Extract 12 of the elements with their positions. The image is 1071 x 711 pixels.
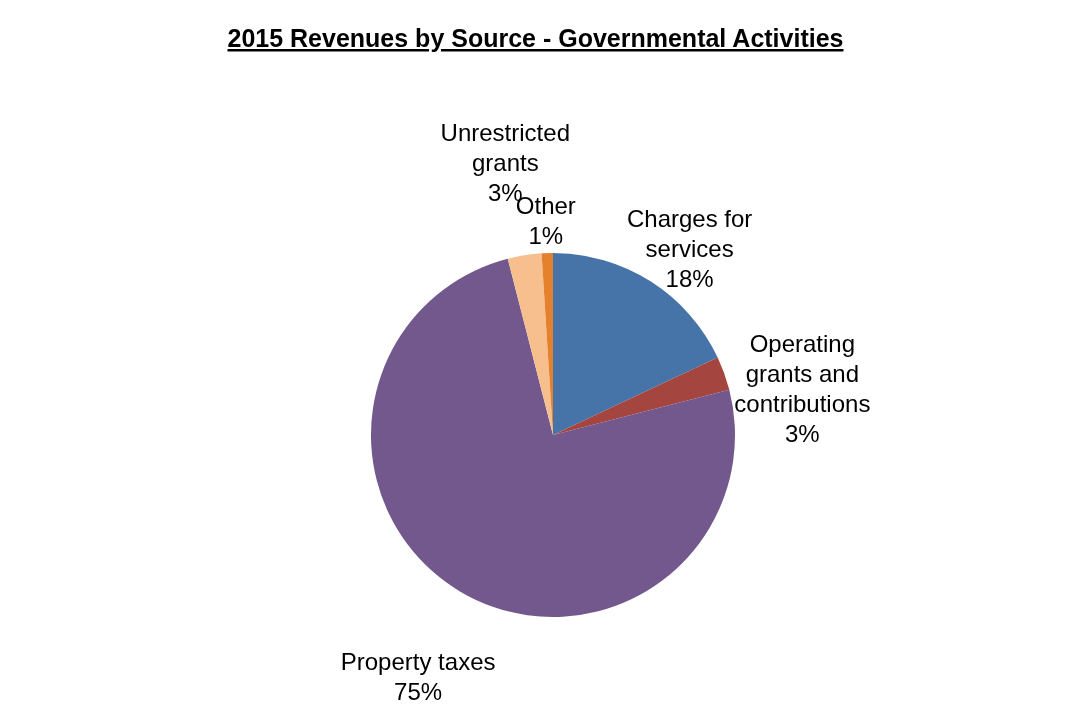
- slice-label: Property taxes: [340, 648, 496, 676]
- pie-slice: [507, 253, 553, 435]
- pie-slice: [553, 357, 730, 435]
- data-label: 75%: [394, 678, 443, 706]
- slice-label: Charges for services: [626, 204, 753, 262]
- pie-slice: [371, 258, 735, 617]
- chart-title: 2015 Revenues by Source - Governmental Activities: [227, 24, 844, 52]
- slice-label: Operating grants and contributions: [734, 330, 871, 418]
- slice-label: Unrestricted grants: [440, 118, 570, 176]
- data-label: 3%: [784, 420, 820, 448]
- data-label: 1%: [528, 222, 564, 250]
- data-label: 18%: [665, 264, 714, 292]
